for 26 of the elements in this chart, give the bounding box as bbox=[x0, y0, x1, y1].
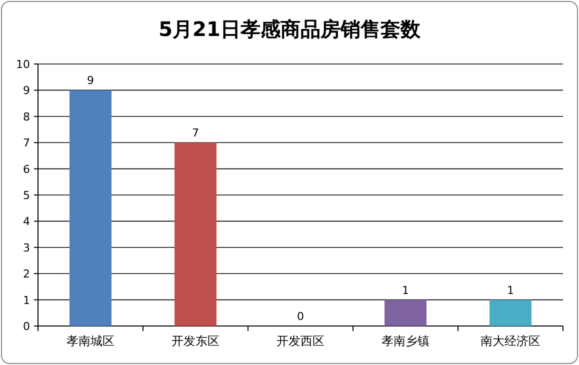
x-tick-label: 孝南城区 bbox=[66, 334, 114, 348]
x-tick-label: 开发东区 bbox=[172, 334, 220, 348]
y-tick-label: 10 bbox=[16, 58, 30, 71]
y-tick-label: 8 bbox=[23, 110, 30, 124]
y-tick-label: 3 bbox=[23, 241, 30, 254]
bar bbox=[384, 300, 426, 326]
x-tick-label: 孝南乡镇 bbox=[382, 334, 430, 348]
y-tick-label: 0 bbox=[23, 320, 30, 333]
y-tick-label: 1 bbox=[23, 294, 30, 307]
data-label: 9 bbox=[87, 74, 94, 88]
bar bbox=[490, 300, 532, 326]
y-tick-label: 9 bbox=[23, 84, 30, 98]
y-tick-label: 4 bbox=[23, 215, 30, 228]
chart-title: 5月21日孝感商品房销售套数 bbox=[158, 17, 422, 41]
x-tick-label: 开发西区 bbox=[276, 334, 324, 348]
y-tick-label: 2 bbox=[23, 268, 30, 281]
y-tick-label: 5 bbox=[23, 189, 30, 202]
y-tick-label: 7 bbox=[23, 136, 30, 150]
bar bbox=[174, 142, 216, 326]
bar bbox=[70, 90, 112, 326]
data-label: 1 bbox=[507, 284, 514, 297]
data-label: 1 bbox=[402, 284, 409, 297]
x-tick-label: 南大经济区 bbox=[480, 334, 540, 348]
data-label: 0 bbox=[297, 310, 304, 323]
data-label: 7 bbox=[192, 126, 199, 140]
y-tick-label: 6 bbox=[23, 162, 30, 176]
